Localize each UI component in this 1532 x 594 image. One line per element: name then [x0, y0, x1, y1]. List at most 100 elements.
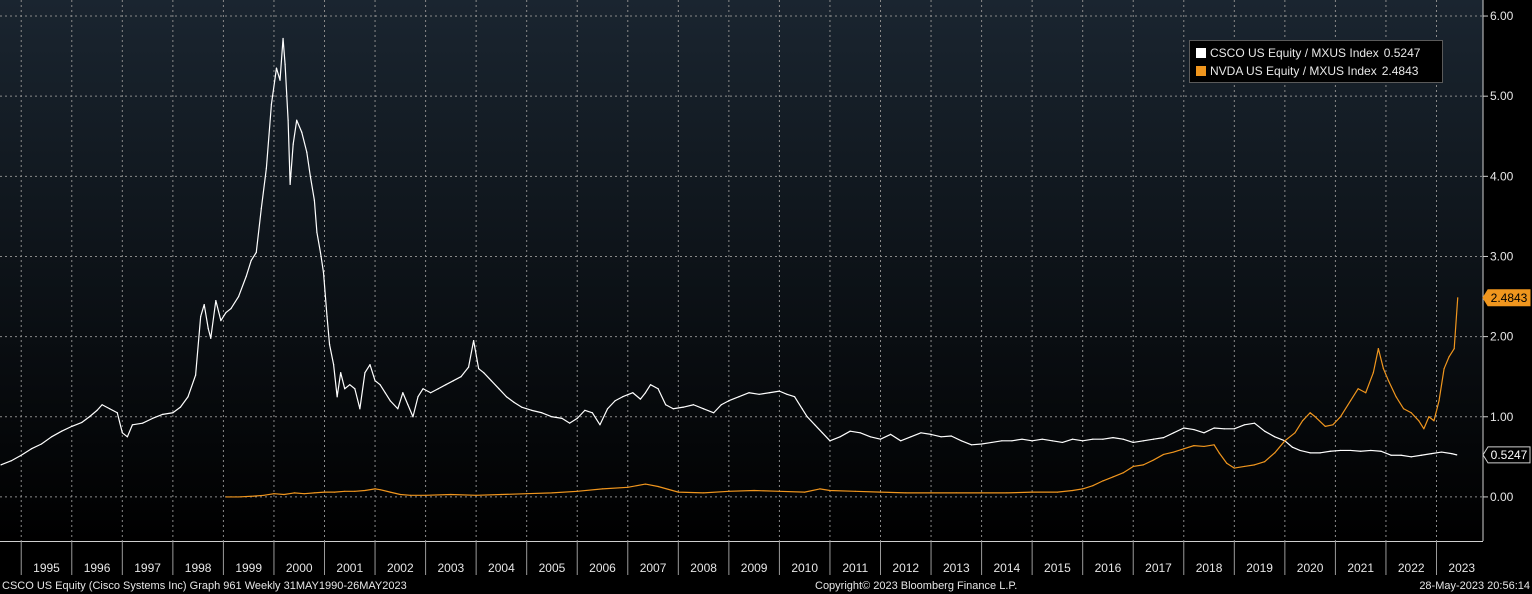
data-point-nvda	[1428, 416, 1430, 418]
data-point-nvda	[1457, 297, 1459, 299]
data-point-csco	[478, 368, 480, 370]
data-point-csco	[460, 376, 462, 378]
data-point-csco	[1122, 438, 1124, 440]
data-point-nvda	[1264, 461, 1266, 463]
footer-timestamp: 28-May-2023 20:56:14	[1419, 580, 1530, 592]
plot-area	[0, 0, 1483, 541]
last-value-badges: 0.5247 2.4843	[1482, 289, 1531, 464]
y-tick-label: 4.00	[1490, 169, 1514, 183]
data-point-csco	[584, 409, 586, 411]
data-point-csco	[970, 444, 973, 446]
x-tick-label: 2015	[1044, 561, 1071, 575]
data-point-csco	[758, 393, 760, 395]
data-point-csco	[1291, 446, 1294, 448]
data-point-csco	[1390, 454, 1392, 456]
data-point-nvda	[1403, 408, 1405, 410]
data-point-nvda	[1233, 467, 1235, 469]
data-point-csco	[260, 207, 262, 209]
data-point-csco	[614, 400, 616, 402]
x-tick-label: 2009	[741, 561, 768, 575]
x-tick-label: 1999	[235, 561, 262, 575]
data-point-nvda	[677, 491, 679, 493]
data-point-csco	[980, 443, 983, 445]
data-point-csco	[10, 460, 12, 462]
legend-value-csco: 0.5247	[1383, 46, 1421, 60]
x-tick-label: 2020	[1297, 561, 1324, 575]
data-point-csco	[1420, 454, 1422, 456]
data-point-csco	[702, 408, 705, 410]
data-point-csco	[890, 433, 892, 435]
data-point-nvda	[778, 490, 781, 492]
data-point-csco	[1243, 424, 1246, 426]
data-point-nvda	[1082, 488, 1084, 490]
footer-copyright: Copyright© 2023 Bloomberg Finance L.P.	[815, 580, 1018, 592]
data-point-nvda	[1324, 425, 1326, 427]
last-value-badge-csco: 0.5247	[1482, 446, 1531, 464]
data-point-csco	[50, 436, 53, 438]
data-point-nvda	[1122, 472, 1124, 474]
data-point-nvda	[1213, 444, 1215, 446]
data-point-csco	[326, 315, 328, 318]
data-point-nvda	[1423, 428, 1425, 430]
x-tick-label: 2010	[791, 561, 818, 575]
data-point-nvda	[1365, 392, 1367, 394]
data-point-csco	[402, 392, 404, 394]
data-point-nvda	[657, 485, 659, 488]
grid-lines	[0, 0, 1483, 541]
x-tick-label: 2002	[387, 561, 414, 575]
data-point-nvda	[1349, 400, 1352, 402]
badge-shape	[1482, 446, 1531, 464]
data-point-csco	[354, 388, 356, 390]
data-point-csco	[88, 416, 91, 418]
x-tick-label: 2007	[640, 561, 667, 575]
data-point-nvda	[354, 490, 356, 492]
data-point-nvda	[1132, 465, 1134, 468]
data-point-nvda	[283, 493, 285, 496]
series-line-nvda	[225, 297, 1459, 498]
data-point-csco	[1031, 440, 1033, 442]
data-point-csco	[1253, 422, 1256, 424]
data-point-nvda	[424, 494, 427, 496]
x-tick-label: 2017	[1145, 561, 1172, 575]
data-point-csco	[1183, 427, 1185, 429]
x-tick-label: 2014	[994, 561, 1021, 575]
data-point-csco	[1329, 450, 1331, 452]
data-point-csco	[498, 388, 500, 390]
last-value-badge-nvda: 2.4843	[1482, 289, 1531, 307]
data-point-csco	[237, 295, 240, 298]
data-point-csco	[109, 408, 111, 410]
data-point-csco	[806, 416, 808, 418]
data-point-nvda	[627, 486, 629, 488]
data-point-csco	[869, 436, 871, 438]
data-point-csco	[0, 464, 2, 466]
y-tick-label: 1.00	[1490, 410, 1514, 424]
data-point-csco	[1173, 432, 1175, 434]
x-tick-label: 2006	[589, 561, 616, 575]
data-point-csco	[1162, 437, 1165, 439]
data-point-csco	[250, 259, 252, 262]
data-point-nvda	[1102, 480, 1104, 482]
data-point-nvda	[955, 492, 957, 494]
data-point-csco	[505, 396, 508, 398]
x-tick-label: 2018	[1196, 561, 1223, 575]
data-point-csco	[452, 380, 454, 382]
x-tick-label: 2019	[1246, 561, 1273, 575]
data-point-csco	[682, 406, 684, 408]
data-point-csco	[1274, 436, 1276, 438]
data-point-csco	[720, 404, 722, 406]
data-point-csco	[839, 436, 841, 438]
data-point-csco	[632, 392, 634, 394]
data-point-nvda	[409, 494, 412, 496]
data-point-csco	[639, 398, 642, 400]
data-point-nvda	[1357, 388, 1359, 390]
data-point-nvda	[804, 491, 806, 493]
data-point-nvda	[644, 483, 647, 485]
data-point-csco	[1132, 441, 1134, 444]
data-point-nvda	[1418, 420, 1420, 422]
data-point-csco	[859, 432, 861, 434]
data-point-csco	[101, 404, 103, 406]
data-point-nvda	[930, 492, 932, 494]
data-point-csco	[336, 396, 338, 398]
data-point-csco	[61, 430, 63, 432]
data-point-csco	[255, 251, 257, 254]
